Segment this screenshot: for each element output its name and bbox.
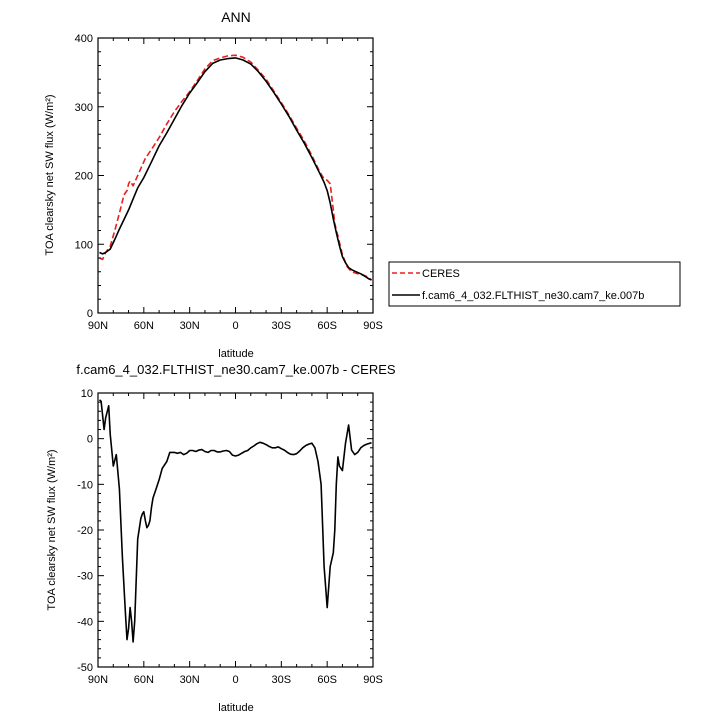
- top-chart-legend: CERES f.cam6_4_032.FLTHIST_ne30.cam7_ke.…: [388, 261, 681, 307]
- top-y-tick-label: 200: [75, 171, 93, 183]
- top-y-tick-label: 300: [75, 102, 93, 114]
- bottom-chart-title: f.cam6_4_032.FLTHIST_ne30.cam7_ke.007b -…: [76, 362, 395, 377]
- bottom-series-line-1: [98, 399, 372, 643]
- bottom-y-tick-label: -50: [77, 662, 93, 674]
- bottom-chart-x-axis-label: latitude: [218, 702, 253, 714]
- top-x-tick-label: 30N: [180, 320, 200, 332]
- bottom-x-tick-label: 30N: [180, 674, 200, 686]
- top-chart-y-axis-label: TOA clearsky net SW flux (W/m²): [44, 94, 56, 255]
- top-plot-frame: [97, 37, 374, 314]
- legend-label-ceres: CERES: [422, 268, 460, 280]
- top-chart-x-axis-label: latitude: [218, 348, 253, 360]
- bottom-x-tick-label: 60N: [134, 674, 154, 686]
- bottom-chart-y-axis-label: TOA clearsky net SW flux (W/m²): [46, 449, 58, 610]
- bottom-y-tick-label: -20: [77, 525, 93, 537]
- legend-label-model: f.cam6_4_032.FLTHIST_ne30.cam7_ke.007b: [422, 290, 644, 302]
- top-chart-title: ANN: [221, 9, 251, 25]
- bottom-x-tick-label: 0: [232, 674, 238, 686]
- bottom-y-tick-label: 10: [81, 388, 93, 400]
- top-series-line-2: [99, 57, 372, 281]
- top-y-tick-label: 0: [87, 308, 93, 320]
- top-x-tick-label: 90S: [363, 320, 383, 332]
- bottom-x-tick-label: 90S: [363, 674, 383, 686]
- top-x-tick-label: 0: [232, 320, 238, 332]
- bottom-chart: 90N 60N 30N 0 30S 60S 90S -50 -40 -30 -20 -10 0 10: [77, 388, 383, 686]
- top-x-tick-label: 90N: [88, 320, 108, 332]
- top-x-tick-label: 60S: [317, 320, 337, 332]
- top-chart: 90N 60N 30N 0 30S 60S 90S 0 100 200 300 400: [75, 33, 383, 332]
- bottom-y-tick-label: -30: [77, 571, 93, 583]
- bottom-x-tick-label: 30S: [272, 674, 292, 686]
- top-series-line-1: [99, 54, 373, 281]
- bottom-y-tick-label: -40: [77, 616, 93, 628]
- legend-box: [388, 261, 681, 307]
- top-x-tick-label: 60N: [134, 320, 154, 332]
- bottom-x-tick-label: 90N: [88, 674, 108, 686]
- bottom-x-tick-label: 60S: [317, 674, 337, 686]
- top-x-tick-label: 30S: [272, 320, 292, 332]
- top-y-tick-label: 100: [75, 239, 93, 251]
- top-y-tick-label: 400: [75, 33, 93, 45]
- bottom-y-tick-label: -10: [77, 479, 93, 491]
- bottom-y-tick-label: 0: [87, 434, 93, 446]
